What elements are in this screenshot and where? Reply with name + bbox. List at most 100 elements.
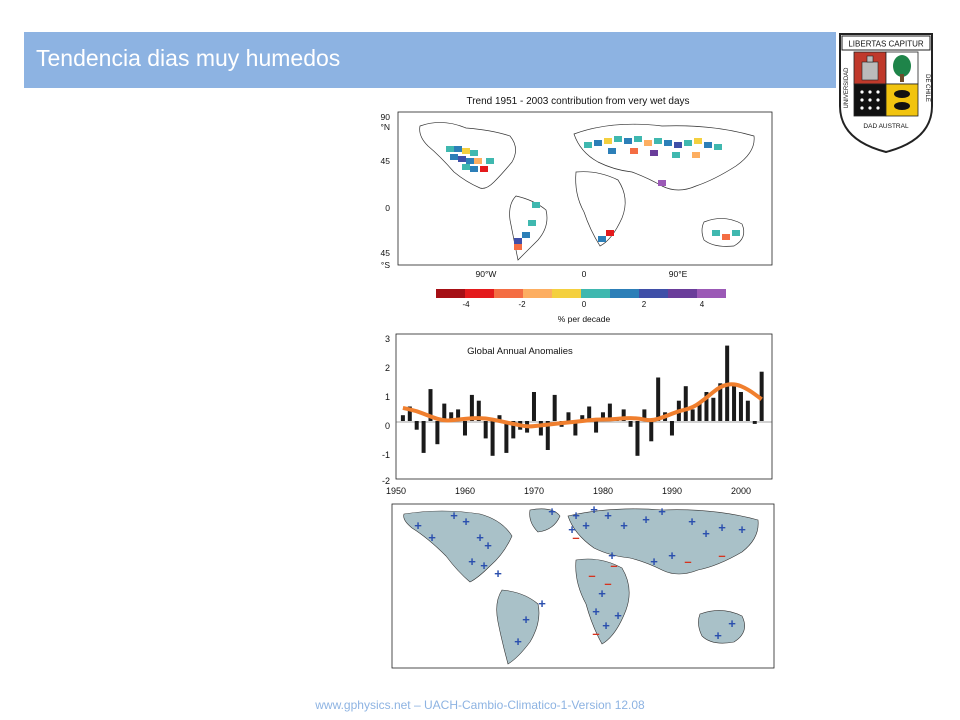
y-tick-1: 1: [385, 392, 390, 402]
x-tick-labels: 1950 1960 1970 1980 1990 2000: [386, 486, 751, 496]
plus-marker: +: [650, 554, 658, 569]
eurasia-land: [567, 508, 759, 575]
plus-marker: +: [604, 508, 612, 523]
colorbar-swatch: [610, 289, 639, 298]
anomaly-bar: [414, 421, 419, 430]
plus-marker: +: [548, 504, 556, 519]
anomaly-bar: [656, 377, 661, 421]
plus-marker: +: [728, 616, 736, 631]
plus-marker: +: [476, 530, 484, 545]
lon-label-90e: 90°E: [669, 269, 688, 279]
colorbar-swatch: [552, 289, 581, 298]
anomaly-bar: [594, 421, 599, 433]
anomaly-bar: [690, 409, 695, 421]
lon-label-0: 0: [582, 269, 587, 279]
anomaly-bar: [511, 421, 516, 439]
plus-marker: +: [620, 518, 628, 533]
plus-marker: +: [514, 634, 522, 649]
anomaly-bar: [497, 415, 502, 421]
plus-marker: +: [598, 586, 606, 601]
anomaly-bar: [449, 412, 454, 421]
plus-marker: +: [718, 520, 726, 535]
lat-label-45n: 45: [381, 156, 391, 166]
x-tick-2000: 2000: [731, 486, 751, 496]
anomaly-bar: [400, 415, 405, 421]
chart-title: Global Annual Anomalies: [467, 346, 573, 357]
x-tick-1960: 1960: [455, 486, 475, 496]
anomaly-bar: [635, 421, 640, 456]
colorbar: [436, 289, 726, 298]
map-title: Trend 1951 - 2003 contribution from very…: [466, 96, 689, 107]
plus-marker: +: [608, 548, 616, 563]
plus-marker: +: [484, 538, 492, 553]
lat-label-n: °N: [380, 122, 390, 132]
anomaly-bar: [600, 412, 605, 421]
colorbar-tick-4: 4: [700, 300, 705, 309]
colorbar-swatch: [465, 289, 494, 298]
anomaly-bar: [752, 421, 757, 424]
chart-frame: [395, 333, 773, 480]
anomaly-bar: [697, 403, 702, 421]
australia-land: [698, 610, 745, 644]
slide-footer: www.gphysics.net – UACH-Cambio-Climatico…: [315, 698, 645, 712]
plus-marker: +: [592, 604, 600, 619]
plus-marker: +: [568, 522, 576, 537]
minus-marker: –: [718, 548, 725, 563]
anomaly-bar: [490, 421, 495, 456]
anomaly-bar: [428, 389, 433, 421]
plus-marker: +: [658, 504, 666, 519]
minus-marker: –: [572, 530, 579, 545]
minus-marker: –: [592, 626, 599, 641]
minus-marker: –: [684, 554, 691, 569]
plus-marker: +: [522, 612, 530, 627]
plus-marker: +: [414, 518, 422, 533]
anomaly-bar: [566, 412, 571, 421]
anomaly-bar: [483, 421, 488, 439]
africa-land: [575, 558, 630, 645]
minus-marker: –: [604, 576, 611, 591]
title-bar: Tendencia dias muy humedos: [24, 32, 836, 88]
anomaly-bar: [704, 392, 709, 421]
anomaly-bar: [407, 406, 412, 421]
y-tick-0: 0: [385, 421, 390, 431]
colorbar-tick-neg2: -2: [518, 300, 526, 309]
logo-ring-left: UNIVERSIDAD: [844, 67, 850, 109]
anomaly-bar: [759, 371, 764, 421]
anomaly-bar: [745, 400, 750, 421]
plus-marker: +: [602, 618, 610, 633]
plus-marker: +: [494, 566, 502, 581]
colorbar-tick-0: 0: [582, 300, 587, 309]
lat-label-0: 0: [385, 203, 390, 213]
plus-marker: +: [668, 548, 676, 563]
sa-land: [496, 589, 540, 665]
figure-panels: Trend 1951 - 2003 contribution from very…: [380, 96, 775, 669]
x-tick-1990: 1990: [662, 486, 682, 496]
plus-marker: +: [590, 502, 598, 517]
lon-label-90w: 90°W: [476, 269, 497, 279]
plus-marker: +: [738, 522, 746, 537]
anomaly-bar: [435, 421, 440, 445]
plus-marker: +: [468, 554, 476, 569]
station-trend-map: +++ ++++ +++ +++ ++ ++++ + ++ + +++++++++++–––– – –…: [391, 502, 775, 669]
north-america-outline: [419, 122, 516, 189]
australia-outline: [701, 218, 745, 247]
y-tick-labels: 3 2 1 0 -1 -2: [382, 334, 390, 486]
anomaly-bar: [456, 409, 461, 421]
lat-label-45s: 45: [381, 248, 391, 258]
colorbar-swatch: [494, 289, 523, 298]
logo-ring-bottom: DAD AUSTRAL: [863, 123, 909, 130]
plus-marker: +: [428, 530, 436, 545]
trend-cells: [446, 136, 740, 250]
plus-marker: +: [614, 608, 622, 623]
anomaly-bar: [531, 392, 536, 421]
plus-marker: +: [572, 508, 580, 523]
plus-marker: +: [642, 512, 650, 527]
plus-marker: +: [688, 514, 696, 529]
anomaly-bar: [732, 383, 737, 421]
y-tick-3: 3: [385, 334, 390, 344]
anomaly-bar: [628, 421, 633, 427]
colorbar-swatch: [581, 289, 610, 298]
anomaly-bar: [580, 415, 585, 421]
lat-label-90: 90: [381, 112, 391, 122]
y-tick-neg2: -2: [382, 476, 390, 486]
